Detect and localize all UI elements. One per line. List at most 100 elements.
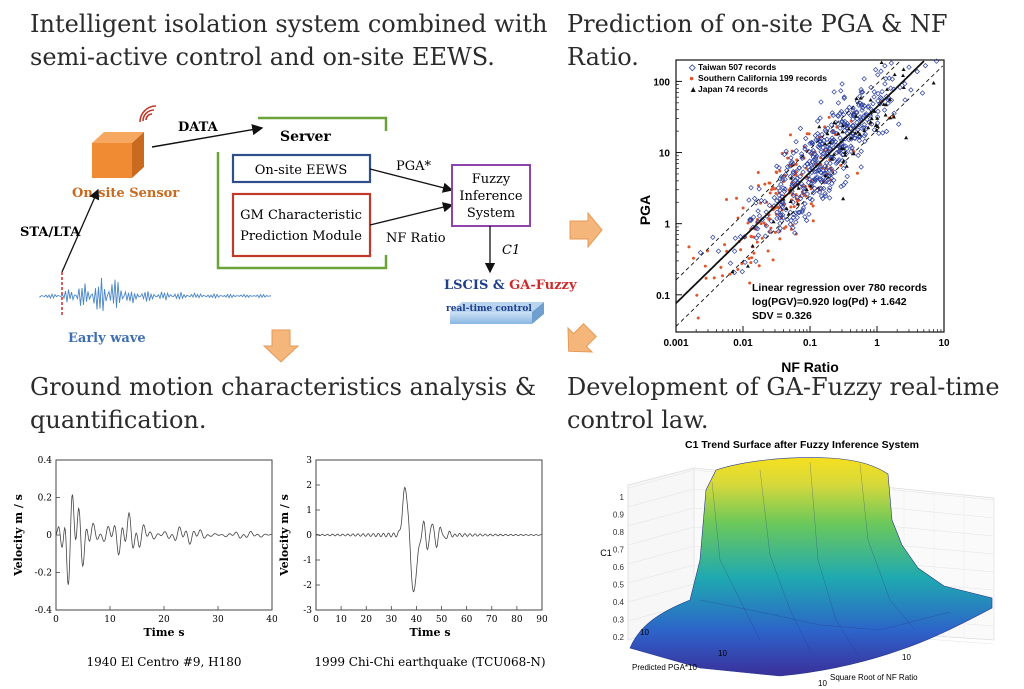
point-taiwan bbox=[858, 89, 865, 95]
legend: ◇ Taiwan 507 records ● Southern Californ… bbox=[688, 62, 827, 94]
point-japan bbox=[849, 135, 854, 140]
point-socal bbox=[759, 222, 763, 226]
early-wave-label: Early wave bbox=[68, 331, 146, 346]
point-taiwan bbox=[865, 104, 871, 110]
regression-upper-band bbox=[675, 59, 902, 281]
point-japan bbox=[796, 186, 801, 190]
point-taiwan bbox=[727, 260, 734, 266]
point-taiwan bbox=[858, 86, 864, 93]
point-taiwan bbox=[809, 140, 815, 146]
point-japan bbox=[868, 120, 873, 124]
y-tick-label: 0.4 bbox=[38, 456, 53, 466]
point-taiwan bbox=[822, 190, 828, 197]
point-japan bbox=[904, 135, 909, 140]
point-taiwan bbox=[902, 81, 908, 87]
point-taiwan bbox=[878, 68, 884, 74]
point-socal bbox=[735, 196, 739, 200]
point-japan bbox=[823, 141, 828, 146]
surface-ytick-2: 10 bbox=[902, 653, 911, 662]
point-taiwan bbox=[879, 88, 885, 95]
point-taiwan bbox=[774, 198, 780, 204]
point-taiwan bbox=[750, 214, 757, 220]
point-taiwan bbox=[715, 248, 722, 254]
x-tick-label: 90 bbox=[536, 615, 548, 625]
point-taiwan bbox=[818, 170, 824, 176]
point-taiwan bbox=[832, 138, 839, 145]
point-taiwan bbox=[885, 100, 891, 106]
point-socal bbox=[747, 256, 751, 260]
point-taiwan bbox=[796, 209, 803, 216]
point-taiwan bbox=[789, 181, 796, 187]
point-taiwan bbox=[883, 128, 890, 135]
point-taiwan bbox=[811, 185, 818, 191]
point-taiwan bbox=[784, 216, 790, 223]
point-taiwan bbox=[919, 90, 926, 96]
z-tick-label: 0.9 bbox=[613, 511, 625, 520]
point-taiwan bbox=[823, 178, 830, 185]
point-japan bbox=[901, 85, 906, 89]
point-taiwan bbox=[823, 160, 830, 166]
scatter-xlabel: NF Ratio bbox=[781, 359, 839, 375]
plot2-trace bbox=[315, 486, 543, 593]
z-tick-label: 0.5 bbox=[613, 581, 625, 590]
point-taiwan bbox=[747, 217, 753, 223]
point-taiwan bbox=[850, 105, 856, 111]
point-taiwan bbox=[902, 97, 908, 103]
point-taiwan bbox=[857, 114, 863, 120]
point-japan bbox=[832, 120, 837, 125]
data-arrow bbox=[151, 124, 264, 148]
point-taiwan bbox=[751, 195, 758, 202]
point-japan bbox=[853, 131, 858, 135]
point-socal bbox=[739, 248, 743, 252]
point-japan bbox=[854, 96, 859, 100]
point-socal bbox=[695, 293, 699, 297]
point-socal bbox=[723, 243, 727, 247]
point-socal bbox=[778, 237, 782, 241]
point-taiwan bbox=[878, 95, 885, 102]
point-taiwan bbox=[806, 211, 812, 217]
gm-box-line2: Prediction Module bbox=[240, 229, 362, 244]
point-socal bbox=[752, 251, 756, 255]
point-japan bbox=[931, 80, 936, 85]
x-tick-label: 0.001 bbox=[663, 338, 688, 349]
point-taiwan bbox=[773, 163, 780, 169]
point-socal bbox=[704, 276, 708, 280]
c1-label: C1 bbox=[502, 243, 520, 258]
point-japan bbox=[823, 173, 828, 178]
point-taiwan bbox=[808, 139, 815, 146]
point-taiwan bbox=[803, 217, 810, 224]
x-tick-label: 0.1 bbox=[803, 338, 817, 349]
x-tick-label: 20 bbox=[360, 615, 372, 625]
point-taiwan bbox=[802, 201, 808, 207]
velocity-trace bbox=[315, 486, 543, 593]
point-taiwan bbox=[826, 173, 832, 179]
c1-trend-surface: C1 Trend Surface after Fuzzy Inference S… bbox=[600, 439, 995, 688]
annotation-line2: log(PGV)=0.920 log(Pd) + 1.642 bbox=[752, 296, 907, 308]
point-taiwan bbox=[787, 209, 794, 216]
grid-line bbox=[627, 507, 695, 527]
point-japan bbox=[901, 73, 906, 78]
point-taiwan bbox=[819, 151, 826, 157]
point-japan bbox=[788, 199, 793, 203]
point-taiwan bbox=[798, 151, 805, 157]
point-japan bbox=[817, 124, 822, 129]
point-japan bbox=[840, 129, 845, 134]
point-taiwan bbox=[766, 202, 773, 209]
point-taiwan bbox=[791, 211, 797, 218]
y-tick-label: 1 bbox=[664, 220, 670, 231]
point-taiwan bbox=[808, 151, 814, 157]
point-taiwan bbox=[829, 138, 835, 144]
point-taiwan bbox=[790, 192, 797, 199]
point-socal bbox=[789, 205, 793, 209]
point-taiwan bbox=[837, 110, 843, 117]
point-taiwan bbox=[774, 215, 780, 222]
point-taiwan bbox=[825, 125, 831, 131]
point-socal bbox=[811, 219, 815, 223]
point-taiwan bbox=[906, 64, 912, 70]
point-taiwan bbox=[855, 152, 861, 159]
point-taiwan bbox=[813, 168, 820, 175]
x-tick-label: 0 bbox=[313, 615, 319, 625]
fuzzy-line1: Fuzzy bbox=[472, 172, 511, 187]
point-taiwan bbox=[871, 127, 878, 133]
point-taiwan bbox=[814, 118, 821, 124]
